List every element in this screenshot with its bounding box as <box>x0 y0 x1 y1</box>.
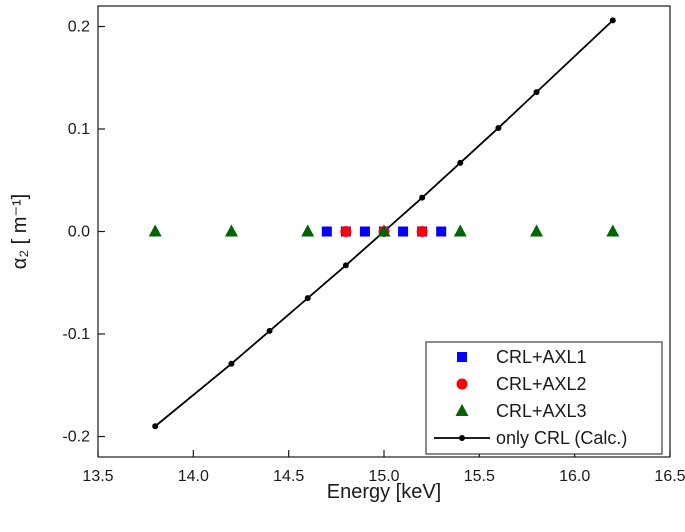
y-tick-label: 0.2 <box>68 19 90 36</box>
data-point <box>436 226 447 237</box>
legend-marker <box>459 435 465 441</box>
legend-item: CRL+AXL1 <box>457 347 587 367</box>
legend-label: only CRL (Calc.) <box>496 428 627 448</box>
legend-item: CRL+AXL2 <box>456 374 587 394</box>
y-tick-label: -0.1 <box>62 326 90 343</box>
legend-label: CRL+AXL1 <box>496 347 587 367</box>
x-tick-label: 16.5 <box>654 468 685 485</box>
data-point <box>377 224 391 237</box>
data-point <box>457 159 464 166</box>
data-point <box>359 226 370 237</box>
y-tick-label: 0.1 <box>68 121 90 138</box>
x-tick-label: 15.0 <box>368 468 399 485</box>
data-point <box>609 17 616 24</box>
x-axis: 13.5 14.0 14.5 15.0 15.5 16.0 16.5 <box>82 450 685 485</box>
y-axis: -0.2 -0.1 0.0 0.1 0.2 <box>62 19 105 446</box>
data-point <box>148 224 162 237</box>
data-point <box>304 295 311 302</box>
data-point <box>342 262 349 269</box>
data-point <box>224 224 238 237</box>
series-2 <box>148 224 620 237</box>
data-point <box>340 226 352 237</box>
data-point <box>266 327 273 334</box>
legend-marker <box>457 352 467 362</box>
data-point <box>533 89 540 96</box>
data-point <box>301 224 315 237</box>
legend-label: CRL+AXL2 <box>496 374 587 394</box>
x-tick-label: 14.0 <box>178 468 209 485</box>
data-point <box>453 224 467 237</box>
data-point <box>321 226 332 237</box>
x-tick-label: 14.5 <box>273 468 304 485</box>
x-tick-label: 13.5 <box>82 468 113 485</box>
data-point <box>228 360 235 367</box>
x-tick-label: 16.0 <box>559 468 590 485</box>
data-point <box>416 226 428 237</box>
data-point <box>606 224 620 237</box>
data-point <box>152 423 159 430</box>
data-point <box>419 194 426 201</box>
data-point <box>495 124 502 131</box>
legend-marker <box>456 378 468 390</box>
x-tick-label: 15.5 <box>464 468 495 485</box>
legend-item: CRL+AXL3 <box>455 401 587 421</box>
y-axis-title: α₂ [ m⁻¹] <box>9 194 31 269</box>
x-axis-title: Energy [keV] <box>327 481 442 503</box>
legend-marker <box>455 404 469 416</box>
legend-label: CRL+AXL3 <box>496 401 587 421</box>
y-tick-label: -0.2 <box>62 429 90 446</box>
data-point <box>530 224 544 237</box>
plot-marks <box>148 17 620 430</box>
data-point <box>398 226 409 237</box>
legend: CRL+AXL1 CRL+AXL2 CRL+AXL3 only CRL (Calc.) <box>425 341 663 455</box>
y-tick-label: 0.0 <box>68 224 90 241</box>
legend-item: only CRL (Calc.) <box>434 428 627 448</box>
